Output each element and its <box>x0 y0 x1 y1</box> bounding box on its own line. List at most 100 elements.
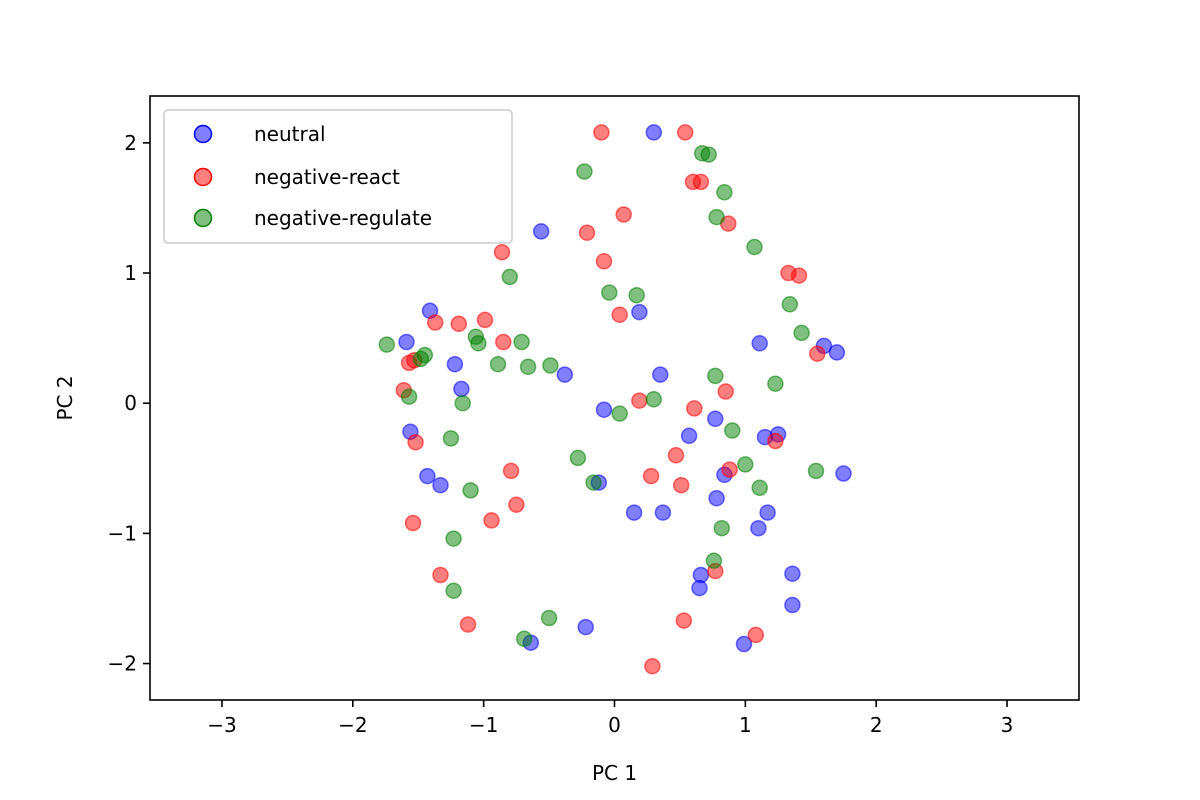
point-negative-regulate <box>470 335 487 352</box>
point-negative-regulate <box>751 479 768 497</box>
point-neutral <box>652 366 669 383</box>
point-negative-regulate <box>781 296 799 313</box>
point-neutral <box>556 366 574 383</box>
point-negative-regulate <box>445 582 462 599</box>
point-negative-react <box>667 447 685 464</box>
point-neutral <box>654 504 672 521</box>
point-negative-react <box>672 476 690 494</box>
point-neutral <box>625 504 643 521</box>
y-tick-label: −2 <box>108 652 137 676</box>
legend-marker-negative-regulate <box>193 208 213 228</box>
point-negative-react <box>747 626 765 644</box>
legend-label-negative-regulate: negative-regulate <box>254 206 432 230</box>
point-negative-regulate <box>540 609 558 627</box>
point-neutral <box>835 465 852 482</box>
point-neutral <box>750 519 767 537</box>
point-neutral <box>532 223 550 240</box>
point-negative-regulate <box>542 357 559 374</box>
point-negative-react <box>407 434 424 451</box>
point-negative-regulate <box>416 346 434 364</box>
point-negative-regulate <box>713 519 731 537</box>
point-neutral <box>631 303 648 321</box>
point-negative-react <box>686 400 703 417</box>
point-negative-regulate <box>489 355 507 373</box>
point-negative-regulate <box>454 394 471 412</box>
x-tick-label: −3 <box>207 713 236 737</box>
x-tick-label: −2 <box>338 713 367 737</box>
y-tick-label: −1 <box>108 521 137 545</box>
legend-label-neutral: neutral <box>254 122 326 146</box>
point-negative-react <box>676 124 694 141</box>
point-negative-regulate <box>746 238 763 256</box>
point-negative-react <box>767 432 784 450</box>
point-negative-react <box>459 616 477 633</box>
point-negative-regulate <box>400 388 418 405</box>
point-neutral <box>691 579 708 597</box>
point-neutral <box>577 618 594 636</box>
point-neutral <box>645 124 663 141</box>
point-negative-regulate <box>737 456 754 473</box>
point-negative-react <box>809 345 826 362</box>
point-neutral <box>708 489 725 507</box>
point-negative-regulate <box>601 284 618 301</box>
point-negative-regulate <box>442 430 460 447</box>
point-negative-react <box>692 173 710 191</box>
x-tick-label: −1 <box>469 713 498 737</box>
point-neutral <box>595 401 613 418</box>
data-points <box>378 124 852 675</box>
point-negative-regulate <box>513 333 530 351</box>
x-tick-label: 0 <box>608 713 621 737</box>
point-negative-react <box>790 267 808 284</box>
y-tick-label: 1 <box>124 261 137 285</box>
point-neutral <box>759 504 776 521</box>
point-neutral <box>446 355 464 373</box>
point-negative-regulate <box>724 422 741 439</box>
point-negative-react <box>642 467 660 485</box>
point-neutral <box>735 635 753 653</box>
point-negative-regulate <box>585 474 602 491</box>
x-axis-label: PC 1 <box>592 761 637 785</box>
point-negative-regulate <box>628 286 645 304</box>
point-neutral <box>680 427 698 445</box>
point-negative-react <box>595 253 613 270</box>
point-negative-regulate <box>501 268 519 286</box>
point-neutral <box>751 335 768 352</box>
point-negative-react <box>611 306 628 323</box>
point-negative-regulate <box>378 336 396 353</box>
legend: neutral negative-react negative-regulate <box>163 109 513 244</box>
point-negative-react <box>644 657 661 675</box>
point-negative-react <box>404 514 422 532</box>
y-axis-ticks: −2 −1 0 1 2 <box>108 131 150 676</box>
point-negative-regulate <box>645 391 663 408</box>
point-negative-regulate <box>569 449 587 467</box>
point-negative-react <box>432 566 449 584</box>
x-tick-label: 1 <box>739 713 752 737</box>
point-negative-regulate <box>767 375 784 392</box>
point-negative-regulate <box>700 146 717 163</box>
x-tick-label: 3 <box>1001 713 1014 737</box>
point-negative-react <box>476 311 494 329</box>
point-negative-react <box>426 314 444 331</box>
point-neutral <box>707 410 724 428</box>
legend-label-negative-react: negative-react <box>254 165 400 189</box>
point-negative-react <box>508 496 525 513</box>
y-tick-label: 0 <box>124 391 137 415</box>
point-neutral <box>419 467 436 485</box>
point-neutral <box>784 596 801 614</box>
point-negative-regulate <box>611 405 628 422</box>
point-negative-react <box>717 383 734 400</box>
point-negative-react <box>483 512 500 529</box>
point-neutral <box>398 333 415 351</box>
point-negative-regulate <box>515 630 533 648</box>
point-negative-react <box>593 124 610 141</box>
y-tick-label: 2 <box>124 131 137 155</box>
point-negative-regulate <box>462 482 479 499</box>
point-negative-react <box>502 462 520 480</box>
point-negative-react <box>493 243 511 261</box>
point-neutral <box>453 380 470 398</box>
point-negative-react <box>675 612 693 629</box>
point-negative-regulate <box>707 367 724 385</box>
point-negative-regulate <box>445 530 462 547</box>
legend-box <box>163 109 513 244</box>
